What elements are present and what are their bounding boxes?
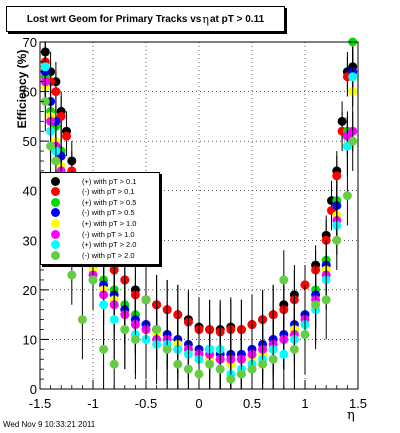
legend-entry: (+) with pT > 0.5 bbox=[41, 197, 136, 207]
x-tick-label: 1.5 bbox=[349, 396, 367, 411]
data-point bbox=[279, 349, 289, 359]
data-point bbox=[40, 96, 50, 106]
y-tick-label: 40 bbox=[23, 184, 37, 199]
title-prefix: Lost wrt Geom for Primary Tracks vs bbox=[26, 13, 202, 25]
data-point bbox=[348, 72, 358, 82]
data-point bbox=[205, 359, 215, 369]
data-point bbox=[40, 62, 50, 72]
legend-label: (+) with pT > 0.5 bbox=[82, 197, 137, 207]
legend-label: (+) with pT > 0.1 bbox=[82, 176, 137, 186]
legend-entry: (-) with pT > 0.1 bbox=[41, 187, 135, 197]
y-tick-label: 20 bbox=[23, 283, 37, 298]
data-point bbox=[289, 344, 299, 354]
data-point bbox=[130, 334, 140, 344]
data-point bbox=[332, 171, 342, 181]
y-tick-label: 30 bbox=[23, 233, 37, 248]
title-eta-symbol: η bbox=[202, 12, 209, 26]
legend-marker bbox=[51, 197, 60, 207]
legend-label: (-) with pT > 1.0 bbox=[82, 229, 135, 239]
data-point bbox=[348, 136, 358, 146]
x-tick-label: 1 bbox=[301, 396, 308, 411]
data-point bbox=[311, 300, 321, 310]
legend-entry: (+) with pT > 2.0 bbox=[41, 240, 136, 250]
legend-label: (+) with pT > 1.0 bbox=[82, 218, 137, 228]
legend-entry: (+) with pT > 0.1 bbox=[41, 176, 136, 186]
data-point bbox=[120, 325, 130, 335]
y-tick-label: 70 bbox=[23, 35, 37, 50]
legend-entry: (+) with pT > 1.0 bbox=[41, 218, 136, 228]
legend: (+) with pT > 0.1 (-) with pT > 0.1 (+) wi… bbox=[40, 172, 160, 265]
title-suffix: at pT > 0.11 bbox=[209, 13, 265, 25]
x-tick-label: 0 bbox=[195, 396, 202, 411]
legend-label: (-) with pT > 0.5 bbox=[82, 208, 135, 218]
data-point bbox=[109, 315, 119, 325]
data-point bbox=[183, 364, 193, 374]
data-point bbox=[300, 329, 310, 339]
y-tick-label: 0 bbox=[30, 382, 37, 397]
data-point bbox=[279, 275, 289, 285]
legend-marker bbox=[51, 187, 60, 197]
data-point bbox=[51, 156, 61, 166]
x-tick-label: -1.5 bbox=[29, 396, 51, 411]
y-tick-label: 10 bbox=[23, 332, 37, 347]
data-point bbox=[46, 141, 56, 151]
data-point bbox=[194, 369, 204, 379]
data-point bbox=[109, 359, 119, 369]
y-axis-label: Efficiency (%) bbox=[15, 49, 29, 129]
data-point bbox=[268, 354, 278, 364]
data-point bbox=[332, 235, 342, 245]
data-point bbox=[141, 295, 151, 305]
data-point bbox=[226, 374, 236, 384]
x-axis-label: η bbox=[347, 408, 355, 423]
data-point bbox=[62, 131, 71, 141]
legend-entry: (-) with pT > 0.5 bbox=[41, 208, 135, 218]
legend-label: (-) with pT > 0.1 bbox=[82, 187, 135, 197]
legend-marker bbox=[51, 208, 60, 218]
data-point bbox=[247, 364, 257, 374]
legend-marker bbox=[51, 250, 60, 260]
timestamp-footer: Wed Nov 9 10:33:21 2011 bbox=[3, 420, 96, 429]
data-point bbox=[162, 344, 172, 354]
data-point bbox=[236, 369, 246, 379]
legend-entry: (-) with pT > 1.0 bbox=[41, 229, 135, 239]
legend-marker bbox=[51, 218, 60, 228]
data-point bbox=[215, 364, 225, 374]
series-7 bbox=[40, 71, 358, 389]
data-point bbox=[99, 344, 109, 354]
axes: -1.5 -1 -0.5 0 0.5 1 1.5 0 10 20 30 40 50 60 70 bbox=[23, 35, 368, 411]
legend-marker bbox=[51, 229, 60, 239]
chart-title: Lost wrt Geom for Primary Tracks vs η at… bbox=[6, 6, 285, 32]
legend-marker bbox=[51, 176, 60, 186]
legend-label: (+) with pT > 2.0 bbox=[82, 240, 137, 250]
data-point bbox=[173, 359, 183, 369]
data-point bbox=[67, 270, 77, 280]
x-tick-label: -0.5 bbox=[135, 396, 157, 411]
x-tick-label: 0.5 bbox=[243, 396, 261, 411]
data-point bbox=[152, 325, 162, 335]
data-point bbox=[258, 359, 268, 369]
data-point bbox=[51, 87, 61, 97]
legend-label: (-) with pT > 2.0 bbox=[82, 250, 135, 260]
legend-marker bbox=[51, 240, 60, 250]
y-tick-label: 50 bbox=[23, 134, 37, 149]
y-tick-label: 60 bbox=[23, 85, 37, 100]
x-tick-label: -1 bbox=[87, 396, 99, 411]
data-point bbox=[99, 300, 109, 310]
data-point bbox=[321, 295, 331, 305]
data-point bbox=[342, 191, 352, 201]
data-point bbox=[77, 315, 87, 325]
data-point bbox=[88, 275, 98, 285]
legend-entry: (-) with pT > 2.0 bbox=[41, 250, 135, 260]
